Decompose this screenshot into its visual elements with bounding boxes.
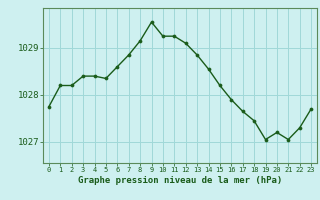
X-axis label: Graphe pression niveau de la mer (hPa): Graphe pression niveau de la mer (hPa) bbox=[78, 176, 282, 185]
